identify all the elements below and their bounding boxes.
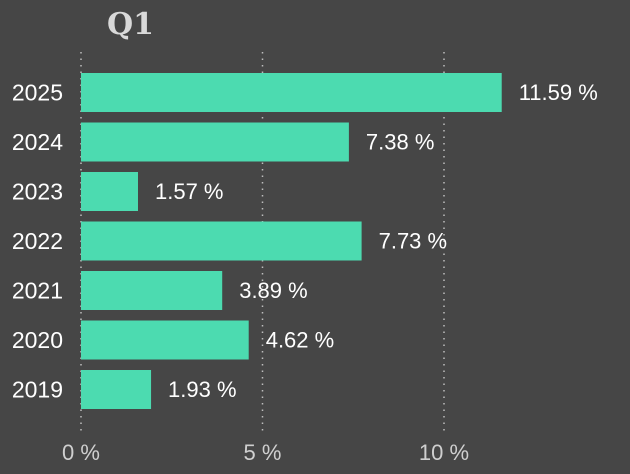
x-tick-label: 5 % <box>244 440 282 465</box>
bar-2022 <box>81 221 362 261</box>
category-labels: 2025 2024 2023 2022 2021 2020 2019 <box>12 80 63 403</box>
x-tick-label: 0 % <box>62 440 100 465</box>
x-tick-label: 10 % <box>419 440 469 465</box>
value-label: 1.57 % <box>155 179 224 204</box>
value-label: 3.89 % <box>239 278 308 303</box>
value-label: 7.73 % <box>379 229 448 254</box>
value-label: 1.93 % <box>168 377 237 402</box>
value-label: 4.62 % <box>266 328 335 353</box>
bar-2020 <box>81 320 249 360</box>
bar-2019 <box>81 370 152 409</box>
value-label: 7.38 % <box>366 130 435 155</box>
category-label: 2023 <box>12 179 63 205</box>
x-tick-labels: 0 % 5 % 10 % <box>62 440 469 465</box>
category-label: 2025 <box>12 80 63 106</box>
bar-2024 <box>81 122 349 162</box>
bar-2021 <box>81 271 223 310</box>
category-label: 2020 <box>12 327 63 353</box>
value-labels: 11.59 % 7.38 % 1.57 % 7.73 % 3.89 % 4.62 % 1.9… <box>155 80 598 402</box>
bar-2023 <box>81 172 138 211</box>
category-label: 2024 <box>12 129 63 155</box>
chart-title: Q1 <box>107 7 154 42</box>
category-label: 2019 <box>12 377 63 403</box>
bars <box>81 73 502 409</box>
category-label: 2021 <box>12 278 63 304</box>
bar-2025 <box>81 73 502 112</box>
category-label: 2022 <box>12 228 63 254</box>
value-label: 11.59 % <box>519 80 598 105</box>
